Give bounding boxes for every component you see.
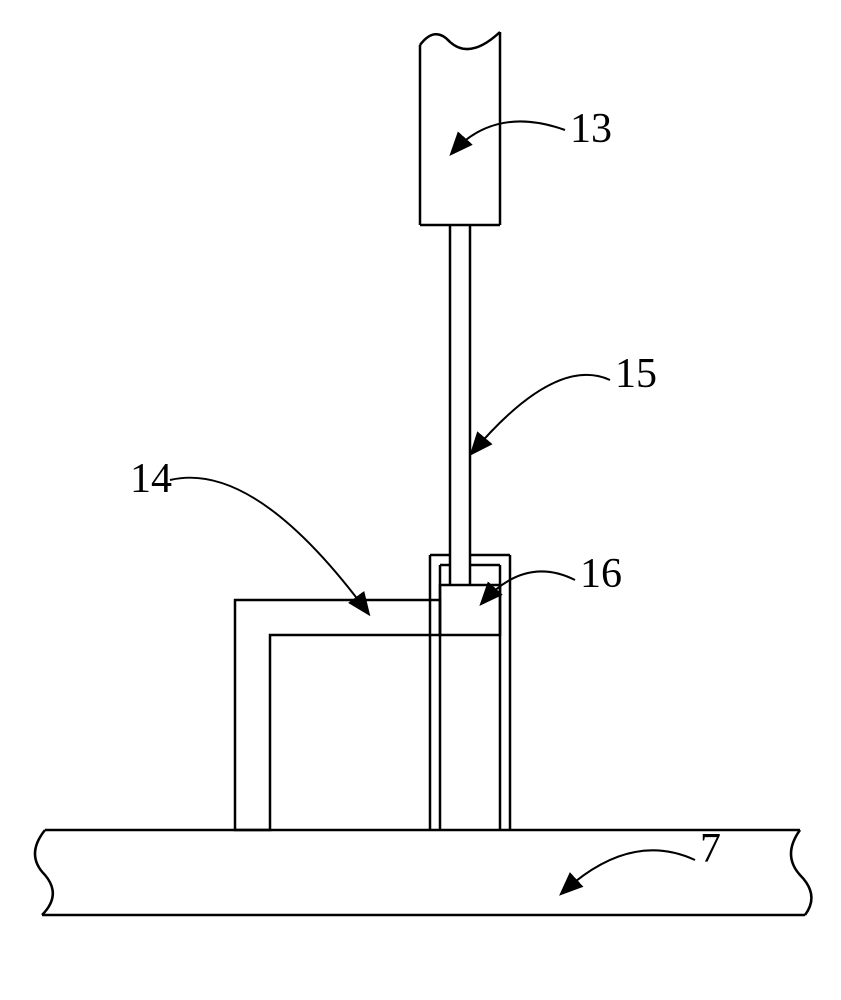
- label-14: 14: [130, 455, 172, 503]
- leader-lines: [170, 121, 695, 893]
- part-7-base-plate: [35, 830, 811, 915]
- label-16: 16: [580, 550, 622, 598]
- label-15: 15: [615, 350, 657, 398]
- leader-14: [170, 478, 368, 613]
- part-15-piston-rod: [450, 225, 470, 585]
- leader-13: [452, 121, 565, 153]
- label-13: 13: [570, 105, 612, 153]
- leader-16: [482, 571, 575, 603]
- label-7: 7: [700, 825, 721, 873]
- part-13-cylinder: [420, 32, 500, 225]
- leader-7: [562, 850, 695, 893]
- cylinder-body: [430, 555, 510, 830]
- leader-15: [472, 375, 610, 453]
- part-14-L-arm: [235, 600, 440, 830]
